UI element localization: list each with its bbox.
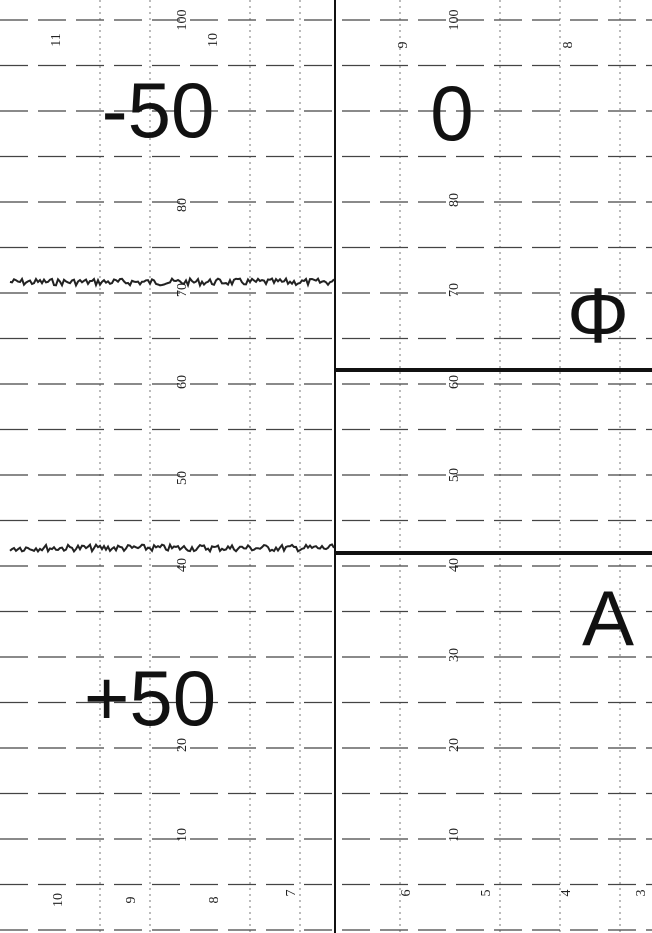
trace-left (9, 276, 335, 289)
scale-label: 20 (447, 738, 462, 752)
edge-number: 9 (124, 897, 139, 904)
scale-label: 70 (175, 283, 190, 297)
scale-label: 40 (175, 558, 190, 572)
scale-label: 70 (447, 283, 462, 297)
label-plus-50: +50 (84, 654, 216, 742)
edge-number: 8 (561, 42, 576, 49)
edge-number: 5 (479, 890, 494, 897)
scale-label: 10 (175, 828, 190, 842)
scale-label: 80 (175, 198, 190, 212)
label-a: A (582, 574, 634, 662)
edge-number: 6 (399, 890, 414, 897)
edge-number: 8 (207, 897, 222, 904)
label-minus-50: -50 (102, 66, 215, 154)
scale-label: 100 (447, 10, 462, 31)
scale-label: 10 (447, 828, 462, 842)
edge-number: 11 (49, 33, 64, 46)
scale-label: 60 (447, 375, 462, 389)
scale-label: 50 (175, 471, 190, 485)
scale-label: 50 (447, 468, 462, 482)
scale-label: 20 (175, 738, 190, 752)
label-zero: 0 (430, 69, 473, 157)
scale-label: 30 (447, 648, 462, 662)
scale-label: 100 (175, 10, 190, 31)
edge-number: 3 (634, 890, 649, 897)
edge-number: 10 (51, 893, 66, 907)
edge-number: 4 (559, 890, 574, 897)
trace-left (9, 542, 335, 554)
edge-number: 10 (206, 33, 221, 47)
scale-label: 80 (447, 193, 462, 207)
label-phi: Φ (567, 271, 629, 359)
scale-label: 60 (175, 375, 190, 389)
scale-label: 40 (447, 558, 462, 572)
edge-number: 9 (396, 42, 411, 49)
edge-number: 7 (284, 890, 299, 897)
